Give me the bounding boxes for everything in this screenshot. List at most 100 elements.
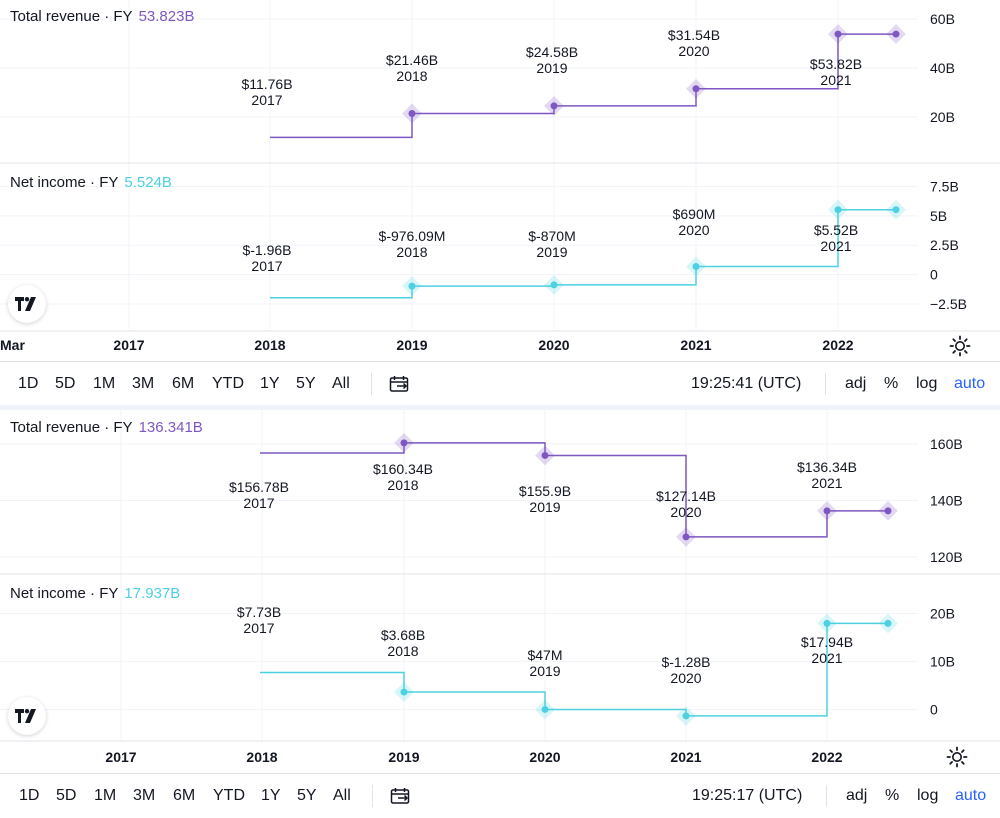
data-label-year: 2018 — [387, 477, 418, 493]
date-range-calendar-icon[interactable] — [389, 375, 411, 393]
data-label-value: $160.34B — [373, 461, 433, 477]
tradingview-logo-icon[interactable] — [8, 697, 46, 735]
data-point-marker — [682, 533, 690, 541]
range-3m-button[interactable]: 3M — [132, 375, 155, 392]
y-axis-tick-label: 0 — [930, 267, 938, 283]
x-axis-tick-label: 2021 — [670, 749, 701, 765]
series-step-line — [260, 622, 888, 717]
range-all-button[interactable]: All — [333, 787, 351, 804]
data-label-value: $-976.09M — [379, 228, 446, 244]
x-axis-tick-label: 2021 — [680, 337, 711, 353]
chart-canvas-1[interactable]: 20B40B60B$11.76B2017$21.46B2018$24.58B20… — [0, 0, 1000, 405]
y-axis-tick-label: 0 — [930, 702, 938, 718]
range-5d-button[interactable]: 5D — [55, 375, 76, 392]
data-label-value: $11.76B — [241, 76, 292, 92]
percent-scale-toggle[interactable]: % — [885, 787, 900, 804]
range-1m-button[interactable]: 1M — [93, 375, 116, 392]
y-axis-tick-label: 7.5B — [930, 178, 959, 194]
x-axis-tick-label: 2018 — [254, 337, 285, 353]
income-title-value: 5.524B — [124, 174, 172, 191]
data-point-marker — [823, 619, 831, 627]
data-label-value: $21.46B — [386, 52, 438, 68]
income-pane-title: Net income · FY 5.524B — [10, 174, 172, 191]
data-label-year: 2019 — [529, 499, 560, 515]
x-axis-tick-label: 2022 — [811, 749, 842, 765]
y-axis-tick-label: 120B — [930, 549, 963, 565]
range-5d-button[interactable]: 5D — [56, 787, 77, 804]
range-3m-button[interactable]: 3M — [133, 787, 156, 804]
data-label-year: 2018 — [396, 68, 427, 84]
toolbar-divider — [371, 373, 372, 395]
data-label-year: 2018 — [387, 643, 418, 659]
widget-separator — [0, 405, 1000, 410]
log-scale-toggle[interactable]: log — [916, 375, 938, 392]
range-ytd-button[interactable]: YTD — [212, 375, 244, 392]
percent-scale-toggle[interactable]: % — [884, 375, 899, 392]
revenue-title-label: Total revenue · FY — [10, 8, 133, 25]
data-point-marker — [823, 507, 831, 515]
range-1d-button[interactable]: 1D — [18, 375, 39, 392]
data-point-marker — [408, 110, 416, 118]
revenue-pane-title: Total revenue · FY 136.341B — [10, 419, 203, 436]
x-axis-tick-label: Mar — [0, 337, 25, 353]
data-label-year: 2020 — [670, 670, 701, 686]
data-label-value: $155.9B — [519, 483, 571, 499]
adjust-toggle[interactable]: adj — [845, 375, 867, 392]
toolbar-1: 1D 5D 1M 3M 6M YTD 1Y 5Y All 19:25:41 (U… — [0, 361, 1000, 406]
y-axis-tick-label: 140B — [930, 493, 963, 509]
chart-widget-2: 120B 140B 160B $156.78B 2017 $160.34B 2018 $155… — [0, 410, 1000, 817]
data-label-value: $47M — [527, 647, 562, 663]
data-label-value: $136.34B — [797, 459, 857, 475]
revenue-title-label: Total revenue · FY — [10, 419, 133, 436]
range-5y-button[interactable]: 5Y — [296, 375, 316, 392]
data-point-marker — [550, 281, 558, 289]
income-title-value: 17.937B — [124, 585, 181, 602]
clock-display[interactable]: 19:25:17 (UTC) — [692, 787, 803, 804]
range-1m-button[interactable]: 1M — [94, 787, 117, 804]
series-step-line — [270, 208, 896, 299]
data-point-marker — [692, 85, 700, 93]
data-label-year: 2021 — [820, 72, 851, 88]
range-ytd-button[interactable]: YTD — [213, 787, 245, 804]
data-point-marker — [408, 282, 416, 290]
data-point-marker — [400, 688, 408, 696]
adjust-toggle[interactable]: adj — [846, 787, 868, 804]
data-point-marker — [541, 705, 549, 713]
series-step-line — [260, 442, 888, 538]
x-axis-tick-label: 2019 — [388, 749, 419, 765]
tradingview-logo-icon[interactable] — [8, 285, 46, 323]
range-all-button[interactable]: All — [332, 375, 350, 392]
range-1y-button[interactable]: 1Y — [261, 787, 281, 804]
income-title-label: Net income · FY — [10, 174, 119, 191]
x-axis-tick-label: 2018 — [246, 749, 277, 765]
data-point-marker — [892, 30, 900, 38]
range-6m-button[interactable]: 6M — [172, 375, 195, 392]
data-label-year: 2021 — [811, 475, 842, 491]
x-axis-tick-label: 2022 — [822, 337, 853, 353]
settings-gear-icon[interactable] — [949, 335, 971, 357]
data-point-marker — [892, 206, 900, 214]
range-1y-button[interactable]: 1Y — [260, 375, 280, 392]
auto-scale-toggle[interactable]: auto — [955, 787, 987, 804]
income-pane-title: Net income · FY 17.937B — [10, 585, 180, 602]
x-axis-tick-label: 2020 — [538, 337, 569, 353]
log-scale-toggle[interactable]: log — [917, 787, 939, 804]
range-1d-button[interactable]: 1D — [19, 787, 40, 804]
data-point-marker — [682, 712, 690, 720]
settings-gear-icon[interactable] — [946, 746, 968, 768]
range-6m-button[interactable]: 6M — [173, 787, 196, 804]
series-step-line — [270, 33, 896, 139]
clock-display[interactable]: 19:25:41 (UTC) — [691, 375, 802, 392]
auto-scale-toggle[interactable]: auto — [954, 375, 986, 392]
data-label-value: $31.54B — [668, 27, 720, 43]
data-label-value: $690M — [673, 206, 716, 222]
data-label-value: $24.58B — [526, 44, 578, 60]
x-axis-tick-label: 2017 — [113, 337, 144, 353]
data-point-marker — [884, 507, 892, 515]
range-5y-button[interactable]: 5Y — [297, 787, 317, 804]
date-range-calendar-icon[interactable] — [390, 787, 412, 805]
data-label-value: $53.82B — [810, 56, 862, 72]
data-label-value: $3.68B — [381, 627, 425, 643]
data-label-year: 2017 — [243, 620, 274, 636]
